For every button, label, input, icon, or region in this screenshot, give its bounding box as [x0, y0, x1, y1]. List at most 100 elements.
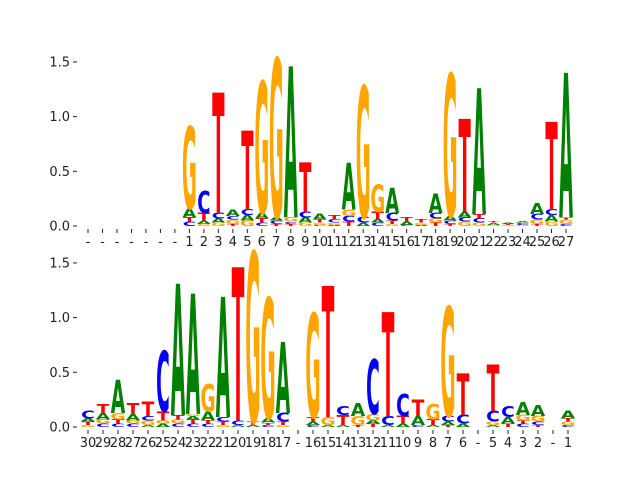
logo-letter-A: A [96, 411, 111, 421]
logo-glyph: T [473, 213, 486, 220]
x-tick-label: 5 [243, 235, 251, 250]
logo-glyph: A [396, 423, 411, 428]
y-tick-label: 0.5 [49, 165, 70, 180]
x-tick-label: 1 [564, 436, 572, 451]
logo-letter-T: T [307, 416, 320, 423]
logo-letter-A: A [342, 151, 356, 226]
logo-glyph: G [298, 222, 313, 227]
logo-letter-T: T [427, 418, 440, 426]
logo-letter-A: A [472, 54, 486, 255]
x-tick-label: 19 [245, 436, 262, 451]
logo-letter-T: T [328, 215, 341, 222]
logo-glyph: T [112, 419, 125, 426]
logo-glyph: A [171, 249, 185, 459]
logo-letter-A: A [516, 221, 530, 223]
logo-letter-G: G [215, 425, 230, 428]
logo-letter-C: C [441, 415, 455, 423]
logo-letter-C: C [299, 211, 312, 220]
logo-letter-G: G [356, 51, 371, 261]
logo-glyph: C [156, 336, 170, 433]
logo-letter-G: G [501, 225, 516, 227]
logo-glyph: A [501, 416, 516, 426]
logo-glyph: C [530, 213, 543, 222]
logo-letter-G: G [320, 415, 335, 427]
logo-glyph: A [306, 421, 321, 426]
logo-letter-G: G [245, 206, 260, 477]
logo-glyph: G [443, 34, 458, 262]
logo-glyph: A [516, 399, 531, 420]
logo-glyph: G [501, 225, 516, 227]
logo-glyph: T [285, 223, 298, 226]
logo-glyph: C [183, 221, 196, 228]
x-tick-label: 22 [485, 235, 502, 250]
x-tick-label: 3 [519, 436, 527, 451]
logo-glyph: T [322, 251, 335, 461]
logo-letter-G: G [298, 222, 313, 227]
logo-glyph: A [182, 206, 196, 220]
logo-letter-G: G [544, 221, 559, 228]
x-tick-label: 10 [311, 235, 328, 250]
logo-glyph: T [401, 217, 414, 224]
logo-glyph: C [381, 413, 395, 428]
logo-letter-G: G [312, 222, 327, 225]
logo-glyph: A [81, 418, 96, 423]
logo-letter-T: T [442, 425, 456, 428]
logo-letter-A: A [561, 409, 576, 421]
logo-glyph: C [231, 420, 245, 427]
logo-letter-T: T [285, 223, 298, 226]
logo-letter-C: C [336, 403, 350, 418]
x-tick-label: 20 [230, 436, 247, 451]
y-tick-label: 1.0 [49, 110, 70, 125]
logo-glyph: T [397, 414, 411, 426]
logo-glyph: C [545, 209, 558, 218]
x-tick-label: 17 [275, 436, 292, 451]
x-tick-label: 6 [258, 235, 266, 250]
logo-letter-A: A [211, 218, 226, 225]
logo-glyph: A [141, 425, 156, 428]
logo-glyph: A [426, 425, 441, 428]
logo-glyph: G [515, 225, 530, 227]
logo-letter-T: T [386, 220, 398, 225]
logo-glyph: G [428, 218, 443, 225]
logo-glyph: G [269, 17, 284, 269]
logo-glyph: C [328, 219, 341, 224]
logo-glyph: A [385, 182, 399, 222]
logo-glyph: T [502, 423, 516, 428]
logo-glyph: A [240, 214, 254, 223]
logo-glyph: A [336, 425, 351, 428]
logo-glyph: A [327, 225, 341, 227]
logo-glyph: C [212, 212, 225, 221]
logo-letter-A: A [201, 409, 216, 424]
logo-glyph: A [201, 409, 216, 424]
x-tick-label: 22 [200, 436, 217, 451]
x-tick-label: 8 [287, 235, 295, 250]
logo-letter-A: A [516, 399, 531, 420]
logo-glyph: C [357, 216, 370, 225]
logo-glyph: C [284, 221, 297, 224]
x-tick-label: 7 [444, 436, 452, 451]
logo-glyph: T [82, 421, 96, 426]
logo-letter-T: T [444, 223, 457, 226]
logo-glyph: T [532, 425, 546, 428]
logo-glyph: T [299, 149, 311, 228]
logo-glyph: A [255, 212, 269, 221]
logo-letter-G: G [185, 414, 200, 417]
logo-glyph: A [126, 412, 141, 422]
logo-glyph: C [441, 415, 455, 423]
logo-glyph: A [351, 400, 366, 421]
logo-glyph: G [80, 425, 95, 428]
logo-letter-A: A [443, 216, 458, 223]
logo-glyph: G [182, 105, 197, 236]
logo-glyph: A [261, 417, 276, 424]
logo-glyph: C [486, 407, 500, 425]
logo-letter-T: T [82, 421, 96, 426]
x-tick-label: 28 [110, 436, 127, 451]
logo-glyph: T [560, 217, 573, 220]
logo-glyph: A [400, 221, 415, 226]
x-tick-label: - [296, 436, 301, 451]
logo-letter-C: C [141, 415, 155, 422]
logo-glyph: G [320, 415, 335, 427]
logo-letter-T: T [247, 421, 261, 426]
logo-glyph: T [198, 211, 210, 223]
logo-glyph: T [183, 217, 196, 224]
